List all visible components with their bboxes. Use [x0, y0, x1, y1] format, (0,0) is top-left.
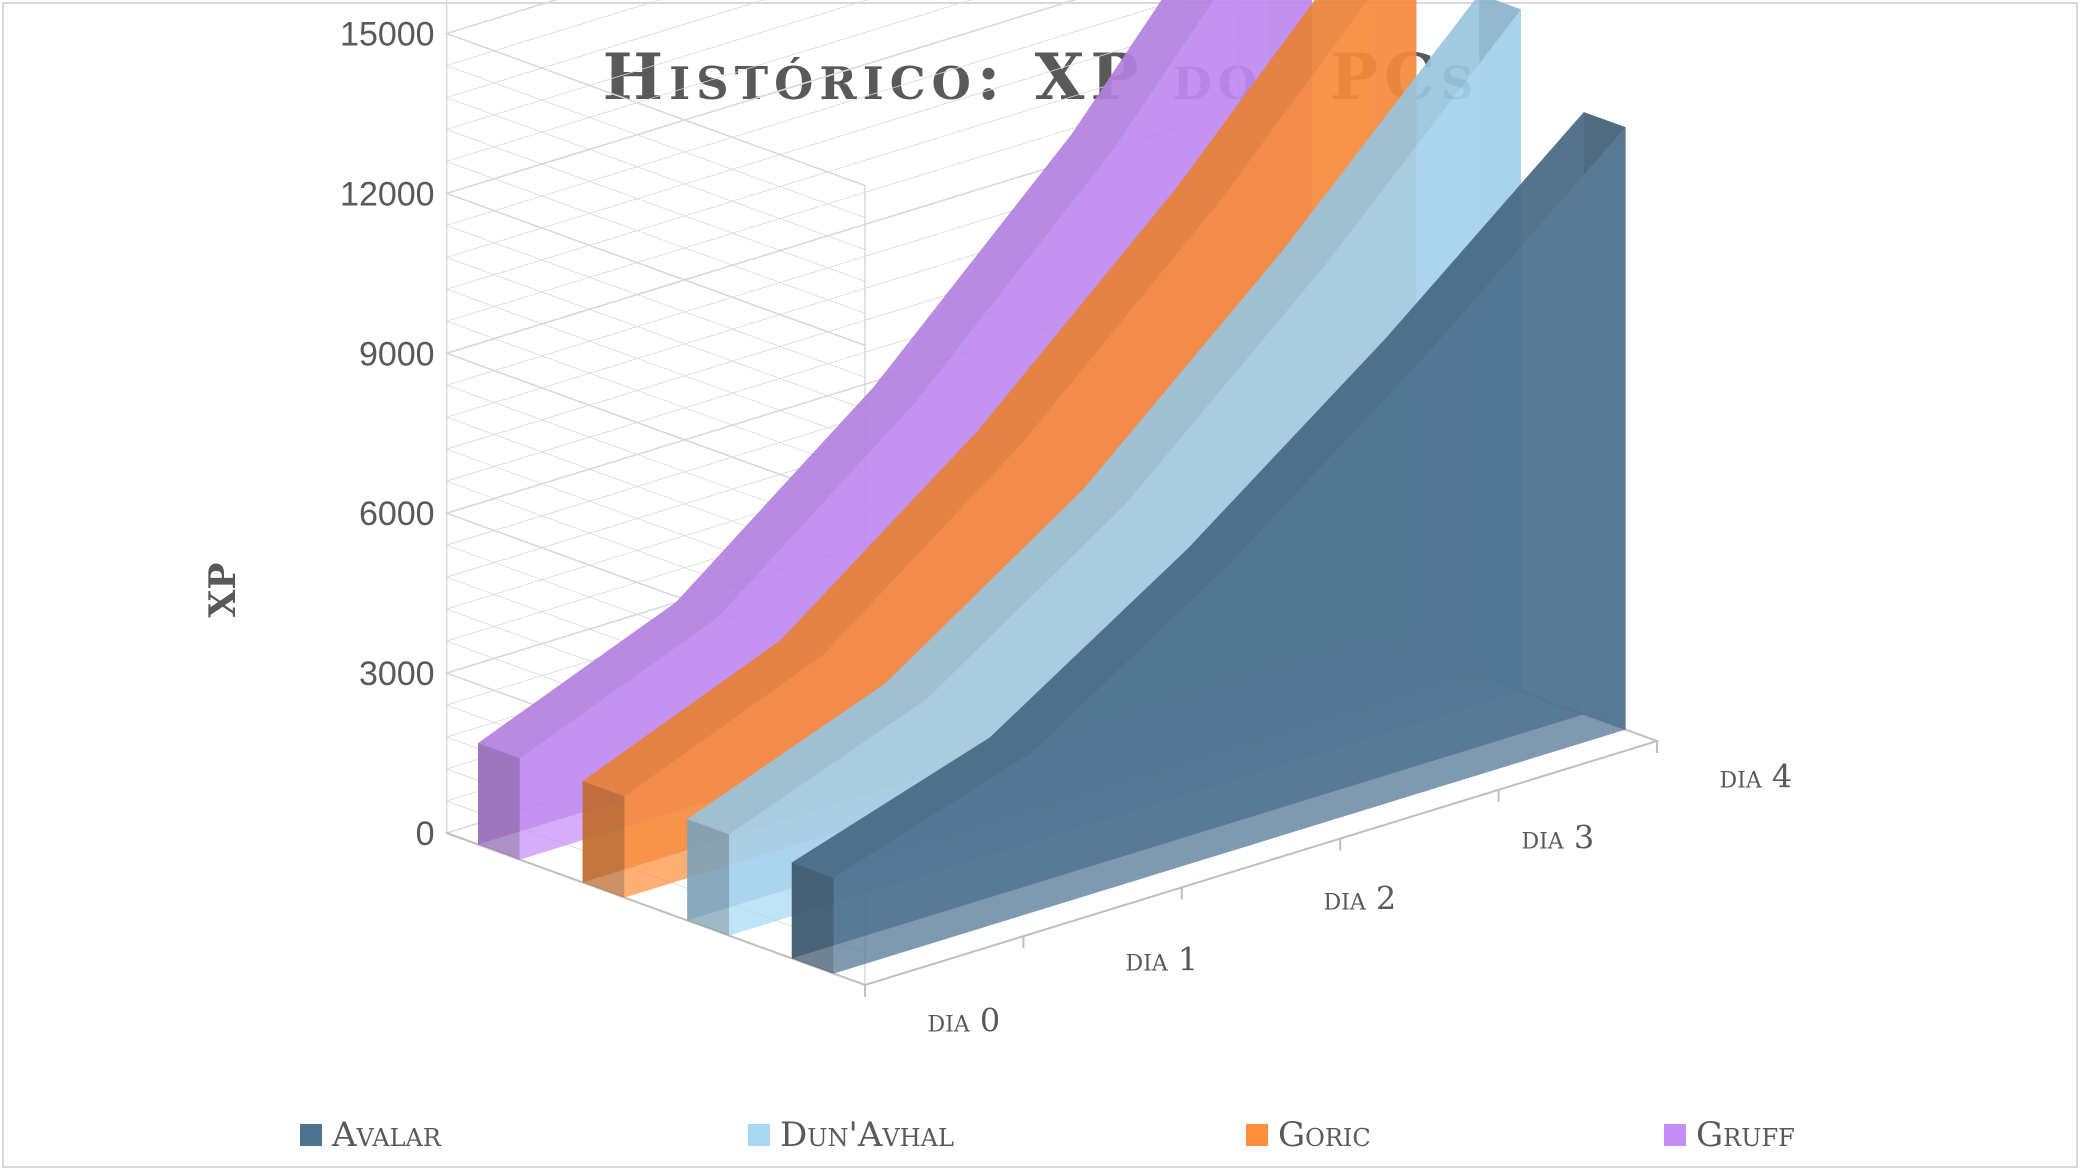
legend-label-0: Avalar — [332, 1115, 441, 1155]
legend-label-1: Dun'Avhal — [780, 1115, 954, 1155]
legend-swatch-3 — [1664, 1124, 1686, 1146]
series-0-left-cap — [791, 862, 834, 974]
legend-swatch-0 — [300, 1124, 322, 1146]
series-0 — [791, 112, 1626, 974]
series-3-left-cap — [478, 743, 520, 860]
series-1-left-cap — [687, 819, 729, 936]
series-2-left-cap — [582, 781, 625, 898]
y-tick-label-4: 12000 — [340, 175, 435, 213]
legend-item-2: Goric — [1246, 1110, 1371, 1160]
series-0-front-face — [833, 127, 1626, 974]
series-3-top-1 — [676, 386, 916, 618]
y-tick-label-3: 9000 — [359, 335, 435, 373]
x-tick-label-3: dia 3 — [1522, 818, 1595, 856]
legend-label-3: Gruff — [1696, 1115, 1795, 1155]
series-2-top-0 — [582, 640, 823, 797]
series-1-top-3 — [1281, 0, 1521, 268]
series-1-top-1 — [885, 489, 1125, 699]
x-tick-label-1: dia 1 — [1126, 940, 1199, 978]
series-3-top-0 — [478, 602, 718, 759]
legend: Avalar Dun'Avhal Goric Gruff — [0, 1110, 2082, 1160]
series-0-top-2 — [1187, 338, 1428, 564]
y-tick-label-0: 0 — [416, 815, 435, 853]
series-0-top-0 — [791, 737, 1032, 878]
series-2-top-1 — [780, 429, 1021, 656]
legend-item-0: Avalar — [300, 1110, 441, 1160]
y-tick-label-1: 3000 — [359, 655, 435, 693]
x-tick-label-2: dia 2 — [1324, 879, 1397, 917]
x-tick-label-4: dia 4 — [1720, 757, 1793, 795]
series-3-top-2 — [874, 133, 1114, 402]
series-3-top-3 — [1072, 0, 1214, 149]
series-2-top-2 — [978, 187, 1219, 446]
x-tick-label-0: dia 0 — [928, 1001, 1001, 1039]
series-1-top-2 — [1083, 252, 1323, 505]
y-tick-label-2: 6000 — [359, 495, 435, 533]
legend-swatch-1 — [748, 1124, 770, 1146]
series-1-top-0 — [687, 683, 927, 835]
series-2-top-3 — [1176, 0, 1368, 203]
y-axis-title: XP — [202, 562, 244, 617]
legend-label-2: Goric — [1278, 1115, 1371, 1155]
series-0-top-1 — [989, 548, 1230, 753]
legend-item-3: Gruff — [1664, 1110, 1795, 1160]
chart-series-layer — [478, 0, 1626, 974]
chart-labels: 0 3000 6000 9000 12000 15000 dia 0 dia 1 dia 2 di… — [202, 16, 1792, 1040]
legend-swatch-2 — [1246, 1124, 1268, 1146]
legend-item-1: Dun'Avhal — [748, 1110, 954, 1160]
y-tick-label-5: 15000 — [340, 16, 435, 54]
series-0-top-3 — [1385, 112, 1626, 354]
